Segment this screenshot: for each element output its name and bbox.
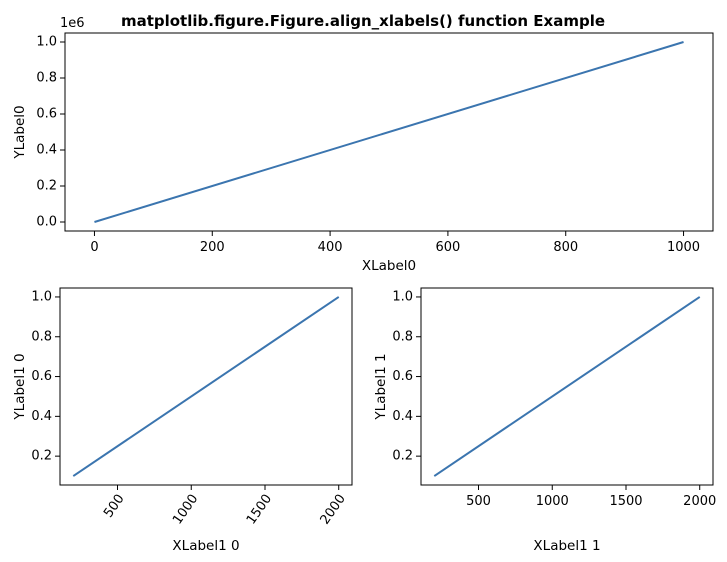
axes-frame — [59, 287, 353, 486]
x-axis-label: XLabel1 0 — [172, 538, 239, 554]
figure-title: matplotlib.figure.Figure.align_xlabels()… — [121, 12, 605, 30]
y-axis-label: YLabel0 — [12, 105, 28, 159]
y-tick-label: 0.8 — [392, 329, 413, 344]
y-tick-label: 0.6 — [392, 369, 413, 384]
x-tick-label: 1000 — [667, 240, 700, 255]
series-line-0 — [72, 296, 340, 477]
y-tick-label: 0.8 — [31, 329, 52, 344]
y-tick-label: 0.0 — [36, 215, 57, 230]
y-tick-label: 0.4 — [36, 143, 57, 158]
x-tick-label: 1000 — [536, 494, 569, 509]
x-tick-label: 600 — [435, 240, 460, 255]
y-tick-label: 1.0 — [36, 35, 57, 50]
axes-bottom-right: 500 1000 1500 2000 0.2 0.4 0.6 0.8 1.0 XLabel1 1 Y… — [373, 287, 716, 554]
y-tick-label: 1.0 — [31, 289, 52, 304]
y-tick-label: 0.4 — [31, 409, 52, 424]
x-axis-label: XLabel1 1 — [533, 538, 600, 554]
y-axis-label: YLabel1 0 — [12, 353, 28, 420]
x-tick-label: 1500 — [609, 494, 642, 509]
y-tick-label: 0.6 — [31, 369, 52, 384]
x-axis-label: XLabel0 — [362, 258, 416, 274]
y-tick-label: 0.2 — [36, 179, 57, 194]
x-tick-label: 2000 — [683, 494, 716, 509]
y-tick-label: 0.2 — [31, 449, 52, 464]
y-tick-label: 0.2 — [392, 449, 413, 464]
x-tick-label: 200 — [200, 240, 225, 255]
y-offset-text: 1e6 — [60, 16, 85, 31]
x-tick-label: 500 — [466, 494, 491, 509]
y-tick-label: 0.6 — [36, 107, 57, 122]
axes-frame — [420, 287, 714, 486]
axes-frame — [64, 32, 714, 232]
y-tick-label: 0.8 — [36, 71, 57, 86]
x-tick-label: 800 — [553, 240, 578, 255]
y-tick-label: 1.0 — [392, 289, 413, 304]
y-tick-label: 0.4 — [392, 409, 413, 424]
series-line-0 — [433, 296, 701, 477]
x-tick-label: 0 — [90, 240, 98, 255]
y-axis-label: YLabel1 1 — [373, 353, 389, 420]
x-tick-label: 400 — [318, 240, 343, 255]
series-line-0 — [94, 41, 684, 223]
